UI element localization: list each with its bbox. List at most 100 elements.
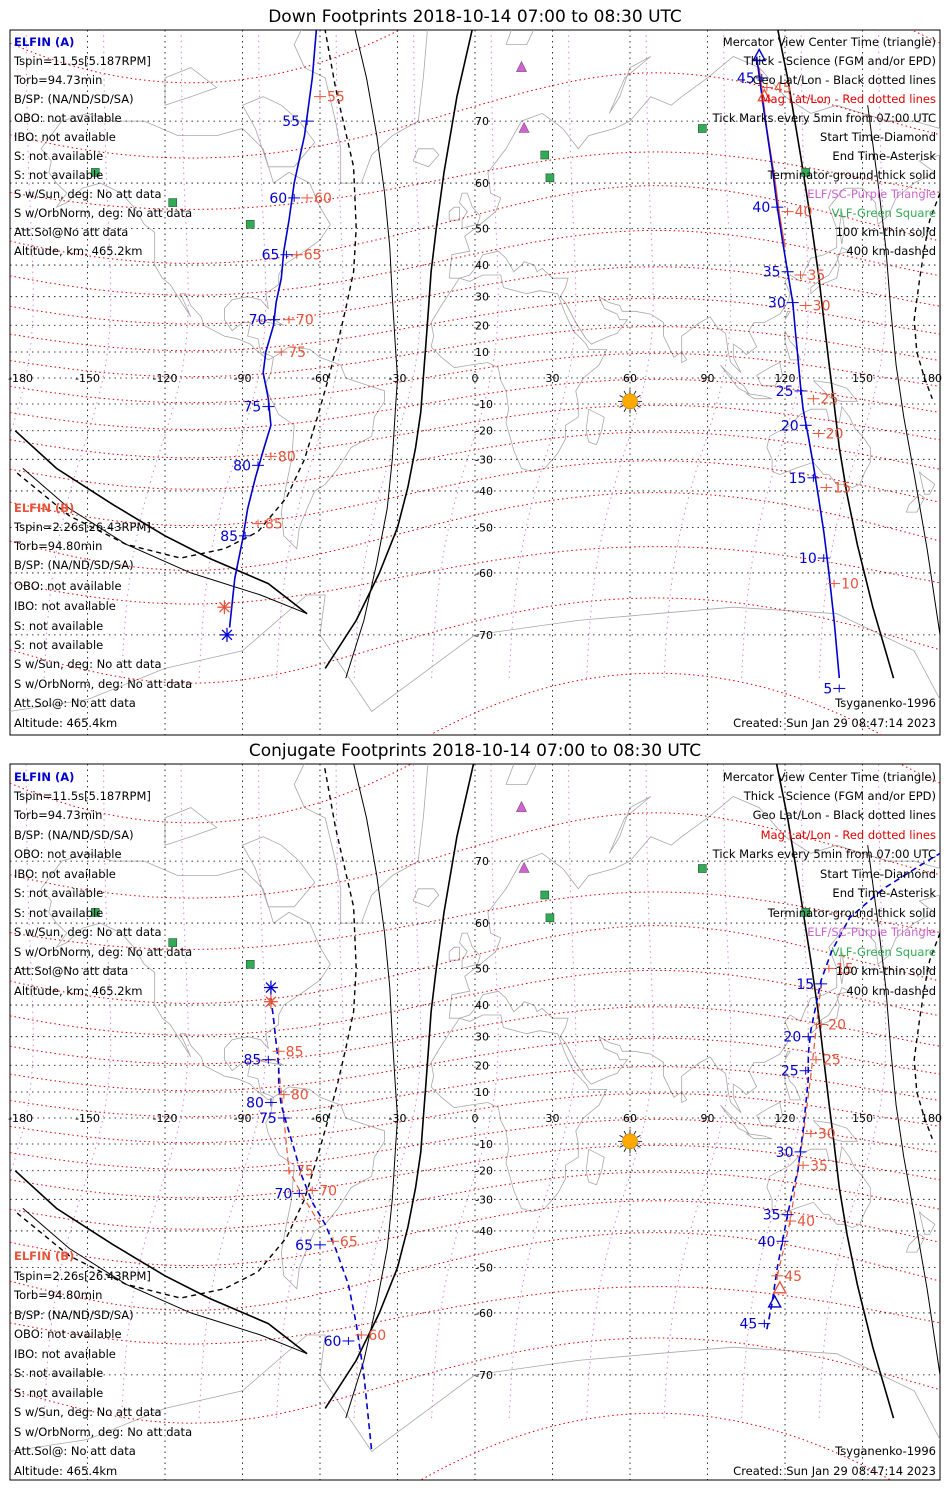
sun-icon xyxy=(618,389,642,414)
coastline-23 xyxy=(164,67,218,106)
lat-tick-label: 60 xyxy=(475,177,489,190)
sun-ray xyxy=(623,408,627,412)
elfin-b-tick-label: 45 xyxy=(774,81,792,97)
elfin-a-altitude: Altitude, km: 465.2km xyxy=(14,984,142,998)
elfin-a-track-1 xyxy=(228,30,318,628)
elfin-b-tick-label: 35 xyxy=(810,1158,828,1174)
elfin-a-tick-label: 20 xyxy=(783,1030,801,1046)
legend-100km: 100 km-thin solid xyxy=(836,964,936,978)
panel-title-conjugate: Conjugate Footprints 2018-10-14 07:00 to… xyxy=(249,741,701,761)
elfin-a-attsol: Att.Sol@No att data xyxy=(14,225,128,239)
sun-ray xyxy=(633,390,637,395)
elfin-b-tick-label: 65 xyxy=(304,248,322,264)
coastline-20 xyxy=(681,1091,688,1104)
map-layers-conjugate: 8580757065604540353025201585807570656045… xyxy=(10,764,940,1480)
lat-tick-label: 30 xyxy=(475,1031,489,1044)
coastline-18 xyxy=(784,330,802,361)
elfin-b-tick-label: 60 xyxy=(368,1328,386,1344)
elfin-b-tick-label: 25 xyxy=(823,1053,841,1069)
coastline-8 xyxy=(918,471,936,495)
lon-tick-label: -90 xyxy=(234,372,252,385)
mag-lon-line xyxy=(10,30,34,437)
elfin-a-tick-label: 15 xyxy=(796,977,814,993)
elfin-a-end-marker xyxy=(263,980,278,995)
elfin-b-tick-label: 85 xyxy=(286,1044,304,1060)
lat-tick-label: -50 xyxy=(475,1262,493,1275)
elfin-b-tspin: Tspin=2.26s[26.43RPM] xyxy=(13,1269,151,1283)
lat-tick-label: -30 xyxy=(475,453,493,466)
elfin-b-end-marker xyxy=(263,994,278,1009)
elfin-b-tick-label: 20 xyxy=(826,427,844,443)
elfin-b-tick-label: 60 xyxy=(314,191,332,207)
conjugate-footprints-panel: Conjugate Footprints 2018-10-14 07:00 to… xyxy=(8,741,942,1481)
sun-ray xyxy=(623,1148,627,1152)
coastline-27 xyxy=(784,1050,791,1060)
legend-400km: 400 km-dashed xyxy=(846,984,936,998)
coastline-9 xyxy=(905,493,926,513)
coastline-26 xyxy=(608,56,651,114)
mag-lon-line xyxy=(121,764,189,1419)
lat-tick-label: -70 xyxy=(475,1369,493,1382)
elfin-b-ibo: IBO: not available xyxy=(14,1347,116,1361)
coastline-12 xyxy=(448,206,460,221)
lon-tick-label: 60 xyxy=(623,372,637,385)
coastline-6 xyxy=(565,1042,587,1080)
elfin-a-tick-label: 80 xyxy=(246,1095,264,1111)
elfin-b-tick-label: 75 xyxy=(288,345,306,361)
elfin-a-tspin: Tspin=11.5s[5.187RPM] xyxy=(13,789,151,803)
elfin-a-tick-label: 75 xyxy=(259,1111,277,1127)
elfin-b-tick-label: 40 xyxy=(797,1214,815,1230)
elfin-a-tick-label: 10 xyxy=(799,551,817,567)
sun-ray xyxy=(623,390,627,395)
vlf-station-marker xyxy=(90,168,100,177)
coastline-25 xyxy=(505,764,537,785)
elfin-b-tick-label: 70 xyxy=(296,313,314,329)
lat-tick-label: 50 xyxy=(475,962,489,975)
lat-tick-label: -40 xyxy=(475,1225,493,1238)
mag-lon-line xyxy=(276,30,344,679)
elfin-b-torb: Torb=94.80min xyxy=(13,539,102,553)
elfin-a-tick-label: 45 xyxy=(737,71,755,87)
elfin-b-attsol: Att.Sol@: No att data xyxy=(14,1444,136,1458)
mag-lon-line xyxy=(818,30,887,679)
lon-tick-label: -150 xyxy=(75,1112,100,1125)
vlf-station-marker xyxy=(698,864,707,873)
elfin-a-name: ELFIN (A) xyxy=(14,770,74,784)
elfin-b-info-down: ELFIN (B) Tspin=2.26s[26.43RPM] Torb=94.… xyxy=(13,501,192,730)
mag-lon-line xyxy=(508,30,577,679)
elfin-b-bsp: B/SP: (NA/ND/SD/SA) xyxy=(14,558,134,572)
elfin-b-s1: S: not available xyxy=(14,1366,103,1380)
coastline-13 xyxy=(412,148,440,168)
elfin-a-track-2 xyxy=(755,56,841,679)
mag-lon-line xyxy=(43,764,112,1419)
coastline-11 xyxy=(459,932,481,969)
elfin-a-tick-label: 25 xyxy=(781,1064,799,1080)
model-label-conjugate: Tsyganenko-1996 xyxy=(834,1444,936,1458)
lat-tick-label: 10 xyxy=(475,1086,489,1099)
coastline-1 xyxy=(293,764,429,924)
mag-lat-line xyxy=(10,597,940,684)
terminator-right-thick xyxy=(777,30,895,679)
created-label-conjugate: Created: Sun Jan 29 08:47:14 2023 xyxy=(733,1464,936,1478)
elfin-b-tick-label: 65 xyxy=(340,1234,358,1250)
elfin-a-tick-label: 40 xyxy=(752,200,770,216)
elfin-b-tick-label: 10 xyxy=(841,577,859,593)
coastline-9 xyxy=(905,1233,926,1253)
tracks-down: 55 60 65 70 75 80 85 45 40 35 30 25 20 15 10 55 60 65 70 75… xyxy=(217,30,859,697)
lon-tick-label: 90 xyxy=(701,1112,715,1125)
asterisk-stroke xyxy=(221,629,233,641)
lon-tick-label: 0 xyxy=(472,372,479,385)
elfin-a-torb: Torb=94.73min xyxy=(13,808,102,822)
elfin-a-info-down: ELFIN (A) Tspin=11.5s[5.187RPM] Torb=94.… xyxy=(13,35,192,258)
lat-tick-label: 30 xyxy=(475,291,489,304)
mag-lat-line xyxy=(10,812,940,899)
lon-tick-label: -60 xyxy=(311,1112,329,1125)
elfin-a-tick-label: 35 xyxy=(763,265,781,281)
elfin-a-torb: Torb=94.73min xyxy=(13,73,102,87)
coastline-21 xyxy=(10,1334,940,1452)
elfin-b-s2: S: not available xyxy=(14,1386,103,1400)
elfin-b-orbnorm: S w/OrbNorm, deg: No att data xyxy=(14,1425,192,1439)
coastline-11 xyxy=(459,192,481,229)
coastline-7 xyxy=(766,405,871,489)
